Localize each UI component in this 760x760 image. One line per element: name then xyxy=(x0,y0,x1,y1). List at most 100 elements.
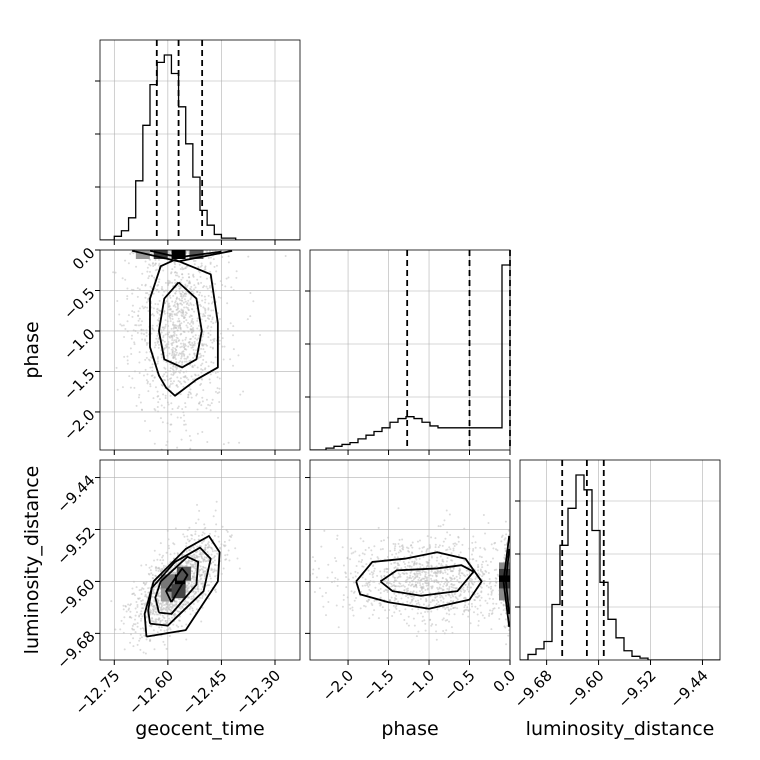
scatter-point xyxy=(218,342,221,345)
scatter-point xyxy=(350,590,353,593)
scatter-point xyxy=(168,352,171,355)
scatter-point xyxy=(171,407,174,410)
scatter-point xyxy=(200,347,203,350)
scatter-point xyxy=(370,571,373,574)
scatter-point xyxy=(170,327,173,330)
scatter-point xyxy=(198,293,201,296)
scatter-point xyxy=(136,625,139,628)
scatter-point xyxy=(129,604,132,607)
scatter-point xyxy=(410,598,413,601)
scatter-point xyxy=(452,600,455,603)
scatter-point xyxy=(446,556,449,559)
scatter-point xyxy=(156,324,159,327)
scatter-point xyxy=(179,393,182,396)
scatter-point xyxy=(190,595,193,598)
scatter-point xyxy=(424,588,427,591)
scatter-point xyxy=(202,592,205,595)
scatter-point xyxy=(403,589,406,592)
scatter-point xyxy=(179,369,182,372)
scatter-point xyxy=(200,339,203,342)
scatter-point xyxy=(456,579,459,582)
scatter-point xyxy=(435,559,438,562)
scatter-point xyxy=(366,584,369,587)
scatter-point xyxy=(166,422,169,425)
scatter-point xyxy=(208,546,211,549)
scatter-point xyxy=(442,629,445,632)
scatter-point xyxy=(177,405,180,408)
scatter-point xyxy=(159,602,162,605)
scatter-point xyxy=(433,580,436,583)
scatter-point xyxy=(162,554,165,557)
scatter-point xyxy=(148,240,150,242)
scatter-point xyxy=(327,600,330,603)
scatter-point xyxy=(199,596,202,599)
scatter-point xyxy=(162,269,165,272)
scatter-point xyxy=(161,421,164,424)
scatter-point xyxy=(175,312,178,315)
histogram-bin xyxy=(560,545,568,660)
histogram-bin xyxy=(157,62,164,240)
scatter-point xyxy=(239,241,241,243)
scatter-point xyxy=(151,328,154,331)
histogram-bin xyxy=(608,619,616,660)
scatter-point xyxy=(199,352,202,355)
scatter-point xyxy=(333,580,336,583)
scatter-point xyxy=(435,571,438,574)
scatter-point xyxy=(449,576,452,579)
scatter-point xyxy=(209,250,212,252)
scatter-point xyxy=(389,550,392,553)
scatter-point xyxy=(151,370,154,373)
scatter-point xyxy=(458,571,461,574)
scatter-point xyxy=(186,257,189,260)
scatter-point xyxy=(320,545,323,548)
scatter-point xyxy=(140,588,143,591)
scatter-point xyxy=(200,620,203,623)
scatter-point xyxy=(444,619,447,622)
scatter-point xyxy=(393,547,396,550)
scatter-point xyxy=(120,619,123,622)
scatter-point xyxy=(469,586,472,589)
scatter-point xyxy=(221,337,224,340)
scatter-point xyxy=(331,571,334,574)
scatter-point xyxy=(452,584,455,587)
scatter-point xyxy=(193,538,196,541)
scatter-point xyxy=(182,342,185,345)
scatter-point xyxy=(178,381,181,384)
scatter-point xyxy=(138,639,141,642)
scatter-point xyxy=(351,609,354,612)
scatter-point xyxy=(407,583,410,586)
scatter-point xyxy=(201,378,204,381)
scatter-point xyxy=(157,394,160,397)
scatter-point xyxy=(162,640,165,643)
histogram-bin xyxy=(544,642,552,661)
scatter-point xyxy=(397,585,400,588)
scatter-point xyxy=(413,572,416,575)
scatter-point xyxy=(211,341,214,344)
scatter-point xyxy=(153,243,155,245)
scatter-point xyxy=(536,563,538,565)
scatter-point xyxy=(196,393,199,396)
scatter-point xyxy=(404,595,407,598)
scatter-point xyxy=(214,371,217,374)
scatter-point xyxy=(210,326,213,329)
scatter-point xyxy=(405,622,408,625)
scatter-point xyxy=(342,564,345,567)
scatter-point xyxy=(426,587,429,590)
scatter-point xyxy=(529,570,531,572)
scatter-point xyxy=(134,623,137,626)
scatter-point xyxy=(161,339,164,342)
scatter-point xyxy=(186,307,189,310)
scatter-point xyxy=(183,330,186,333)
scatter-point xyxy=(189,554,192,557)
scatter-point xyxy=(196,586,199,589)
scatter-point xyxy=(201,299,204,302)
scatter-point xyxy=(167,284,170,287)
scatter-point xyxy=(202,286,205,289)
scatter-point xyxy=(167,281,170,284)
scatter-point xyxy=(156,585,159,588)
scatter-point xyxy=(172,365,175,368)
scatter-point xyxy=(488,582,491,585)
scatter-point xyxy=(158,398,161,401)
scatter-point xyxy=(367,598,370,601)
scatter-point xyxy=(182,295,185,298)
